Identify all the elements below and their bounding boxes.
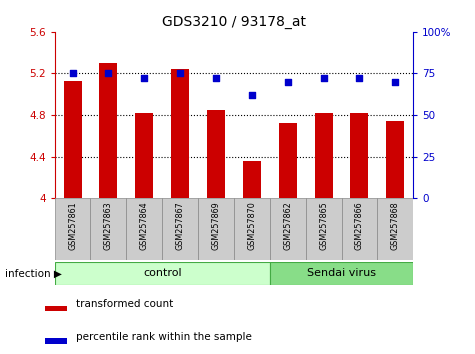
Bar: [55, 198, 91, 260]
Text: infection ▶: infection ▶: [5, 268, 62, 279]
Text: GSM257864: GSM257864: [140, 201, 149, 250]
Bar: [171, 69, 189, 198]
Bar: [135, 113, 153, 198]
Point: [212, 76, 220, 81]
Title: GDS3210 / 93178_at: GDS3210 / 93178_at: [162, 16, 306, 29]
Bar: [306, 198, 342, 260]
Text: transformed count: transformed count: [76, 299, 173, 309]
Point: [176, 71, 184, 76]
Bar: [55, 262, 270, 285]
Point: [320, 76, 327, 81]
Bar: [279, 124, 297, 198]
Bar: [270, 262, 413, 285]
Bar: [342, 198, 378, 260]
Point: [356, 76, 363, 81]
Bar: [378, 198, 413, 260]
Text: GSM257867: GSM257867: [176, 201, 185, 250]
Text: GSM257866: GSM257866: [355, 201, 364, 250]
Text: GSM257863: GSM257863: [104, 201, 113, 250]
Bar: [162, 198, 198, 260]
Text: GSM257870: GSM257870: [247, 201, 257, 250]
Bar: [270, 198, 306, 260]
Bar: [207, 110, 225, 198]
Point: [284, 79, 292, 85]
Bar: [91, 198, 126, 260]
Point: [391, 79, 399, 85]
Bar: [126, 198, 162, 260]
Bar: [45, 338, 67, 344]
Bar: [99, 63, 117, 198]
Bar: [45, 306, 67, 312]
Text: control: control: [143, 268, 181, 279]
Text: GSM257862: GSM257862: [283, 201, 292, 250]
Bar: [386, 121, 404, 198]
Bar: [314, 113, 332, 198]
Point: [248, 92, 256, 98]
Text: percentile rank within the sample: percentile rank within the sample: [76, 332, 252, 342]
Text: Sendai virus: Sendai virus: [307, 268, 376, 279]
Text: GSM257869: GSM257869: [211, 201, 220, 250]
Bar: [243, 161, 261, 198]
Text: GSM257868: GSM257868: [391, 201, 400, 250]
Bar: [64, 81, 82, 198]
Bar: [234, 198, 270, 260]
Bar: [351, 113, 369, 198]
Bar: [198, 198, 234, 260]
Point: [141, 76, 148, 81]
Text: GSM257861: GSM257861: [68, 201, 77, 250]
Point: [69, 71, 76, 76]
Point: [104, 71, 112, 76]
Text: GSM257865: GSM257865: [319, 201, 328, 250]
